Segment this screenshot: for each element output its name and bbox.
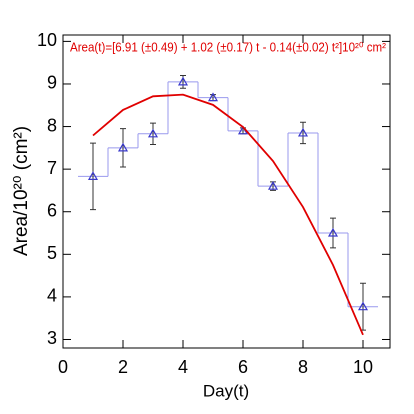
error-bar [120,128,126,168]
data-point [297,127,309,137]
x-tick-label: 6 [238,357,248,377]
data-point [147,128,159,138]
error-bar [90,142,96,211]
x-tick-label: 8 [298,357,308,377]
y-tick-label: 6 [47,200,57,220]
y-tick-label: 4 [47,286,57,306]
x-tick-label: 10 [353,357,373,377]
data-point [357,301,369,311]
data-point [177,76,189,86]
x-axis-label: Day(t) [203,381,249,400]
x-tick-label: 2 [118,357,128,377]
plot-frame [62,34,391,349]
error-bar [300,121,306,145]
data-point [117,142,129,152]
data-point [87,171,99,180]
y-tick-label: 8 [47,115,57,135]
data-point [267,180,279,190]
y-tick-label: 5 [47,243,57,263]
x-tick-label: 0 [58,357,68,377]
y-tick-label: 3 [47,328,57,348]
data-point [327,227,339,237]
y-axis-label: Area/10²⁰ (cm²) [11,126,32,256]
y-tick-label: 7 [47,158,57,178]
x-tick-label: 4 [178,357,188,377]
chart-title: Area(t)=[6.91 (±0.49) + 1.02 (±0.17) t -… [70,39,387,54]
data-point [207,92,219,102]
y-tick-label: 10 [37,30,57,50]
y-tick-label: 9 [47,73,57,93]
fit-line [92,93,364,336]
error-bar [150,122,156,145]
error-bar [330,217,336,249]
